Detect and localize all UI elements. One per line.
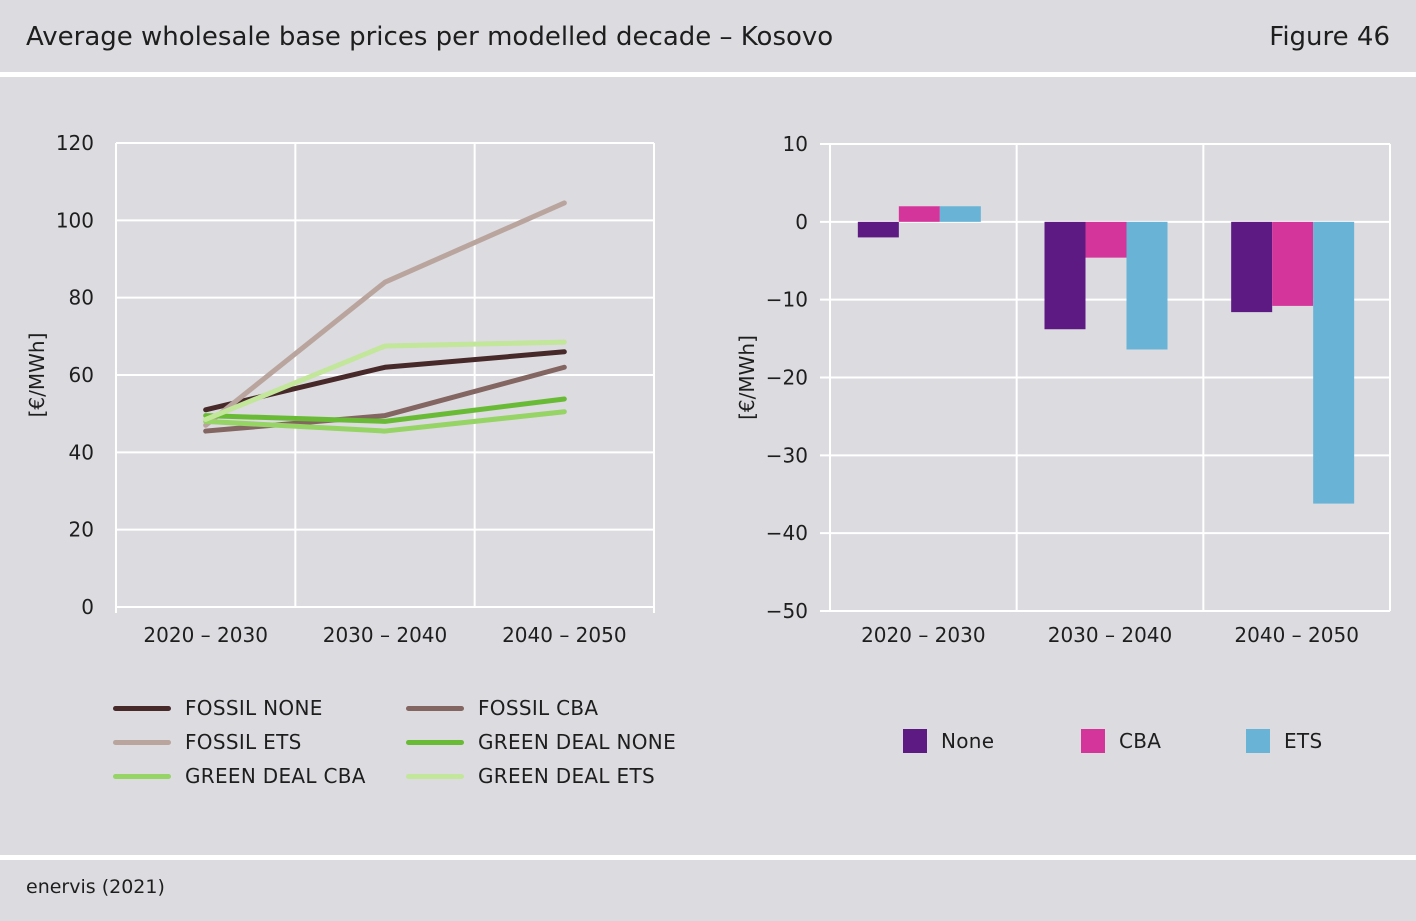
series-line-green-deal-none	[203, 396, 567, 424]
footer-divider	[0, 855, 1416, 860]
bar-cba	[1272, 221, 1314, 306]
y-tick-label: 100	[56, 208, 94, 232]
header: Average wholesale base prices per modell…	[0, 0, 1416, 74]
legend-label: FOSSIL NONE	[185, 696, 323, 720]
legend-swatch	[1081, 729, 1105, 753]
legend-label: GREEN DEAL CBA	[185, 764, 366, 788]
legend-label: None	[941, 729, 995, 753]
x-tick-label: 2030 – 2040	[323, 623, 448, 647]
legend-label: GREEN DEAL ETS	[478, 764, 655, 788]
y-tick-label: −50	[766, 599, 808, 623]
bar-none	[1044, 221, 1086, 330]
legend-item: CBA	[1081, 729, 1161, 753]
legend-line-swatch	[406, 773, 464, 779]
y-tick-label: −20	[766, 366, 808, 390]
y-tick-label: −40	[766, 521, 808, 545]
bar-ets	[939, 206, 981, 222]
legend-item: FOSSIL NONE	[113, 696, 323, 720]
x-tick-label: 2020 – 2030	[143, 623, 268, 647]
y-tick-label: 120	[56, 131, 94, 155]
y-tick-label: 10	[783, 132, 808, 156]
y-tick-label: 0	[795, 210, 808, 234]
bar-none	[857, 221, 899, 238]
series-line-fossil-ets	[203, 200, 567, 428]
x-tick-label: 2040 – 2050	[1234, 623, 1359, 647]
series-line-green-deal-cba	[203, 409, 567, 434]
x-tick-label: 2020 – 2030	[861, 623, 986, 647]
y-tick-label: 0	[81, 595, 94, 619]
legend-item: FOSSIL ETS	[113, 730, 302, 754]
legend-item: GREEN DEAL ETS	[406, 764, 655, 788]
legend-item: FOSSIL CBA	[406, 696, 598, 720]
y-tick-label: −10	[766, 288, 808, 312]
y-axis-label: [€/MWh]	[25, 333, 49, 418]
legend-label: ETS	[1284, 729, 1323, 753]
legend-item: GREEN DEAL CBA	[113, 764, 366, 788]
series-line-green-deal-ets	[203, 339, 567, 422]
y-axis-label: [€/MWh]	[735, 335, 759, 420]
legend-label: FOSSIL CBA	[478, 696, 599, 720]
bar-none	[1231, 221, 1273, 313]
legend-line-swatch	[406, 705, 464, 711]
y-tick-label: 80	[69, 286, 94, 310]
bar-ets	[1313, 221, 1355, 504]
legend-label: GREEN DEAL NONE	[478, 730, 677, 754]
bar-cba	[898, 206, 940, 222]
source-note: enervis (2021)	[26, 876, 165, 898]
bar-ets	[1126, 221, 1168, 350]
header-divider	[0, 72, 1416, 77]
legend-swatch	[1246, 729, 1270, 753]
x-tick-label: 2040 – 2050	[502, 623, 627, 647]
bar-chart: 10 0 −10 −20 −30 −40 −50 2020 – 2030 2030 – 2040…	[735, 132, 1391, 647]
bar-cba	[1085, 221, 1127, 258]
legend-label: CBA	[1119, 729, 1162, 753]
legend-item: None	[903, 729, 994, 753]
y-tick-label: −30	[766, 443, 808, 467]
y-tick-label: 20	[69, 518, 94, 542]
legend-line-swatch	[113, 739, 171, 745]
y-tick-label: 40	[69, 440, 94, 464]
figure-title: Average wholesale base prices per modell…	[26, 22, 834, 52]
x-tick-label: 2030 – 2040	[1048, 623, 1173, 647]
legend-label: FOSSIL ETS	[185, 730, 302, 754]
figure-number: Figure 46	[1269, 22, 1390, 52]
line-chart: 120 100 80 60 40 20 0 2020 – 2030 2030 – 2040 204…	[25, 131, 655, 647]
legend-swatch	[903, 729, 927, 753]
legend-item: ETS	[1246, 729, 1322, 753]
legend-item: GREEN DEAL NONE	[406, 730, 676, 754]
legend-line-swatch	[113, 705, 171, 711]
y-tick-label: 60	[69, 363, 94, 387]
legend-line-swatch	[113, 773, 171, 779]
legend-line-swatch	[406, 739, 464, 745]
